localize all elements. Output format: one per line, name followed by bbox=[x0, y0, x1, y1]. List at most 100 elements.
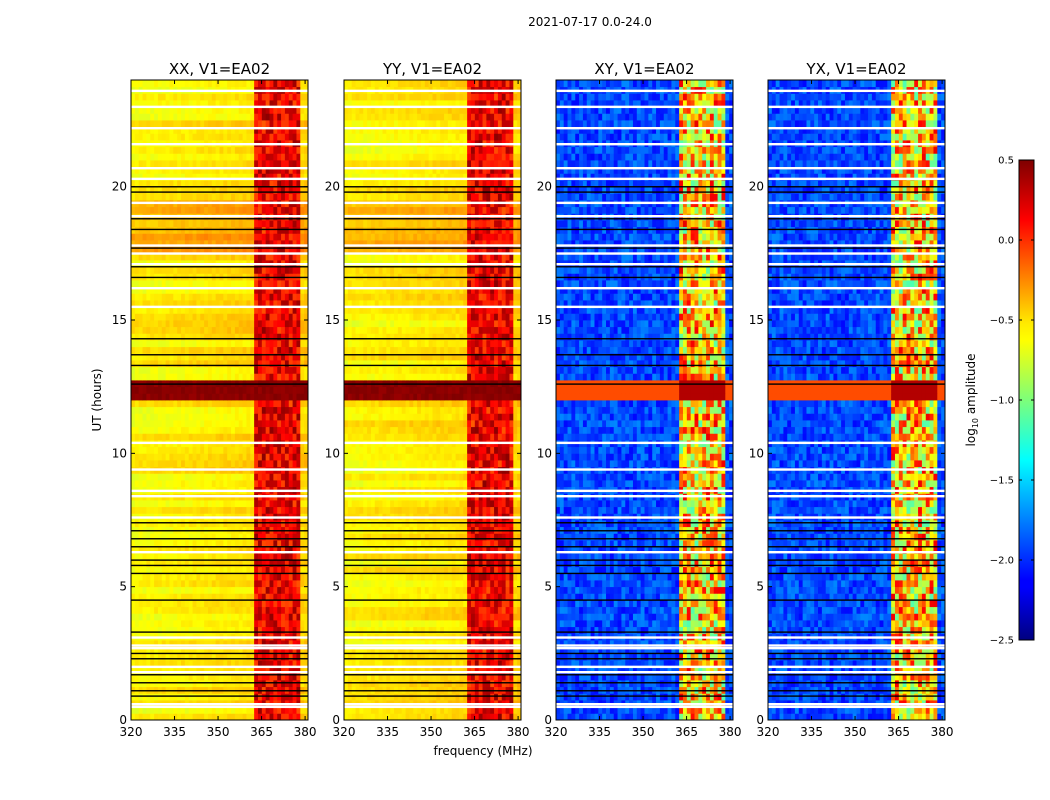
heatmap-cell bbox=[254, 433, 258, 440]
heatmap-cell bbox=[146, 367, 150, 374]
heatmap-cell bbox=[146, 413, 150, 420]
heatmap-cell bbox=[235, 540, 239, 547]
heatmap-cell bbox=[293, 453, 297, 460]
heatmap-cell bbox=[154, 327, 158, 334]
heatmap-cell bbox=[250, 507, 254, 514]
heatmap-cell bbox=[250, 313, 254, 320]
heatmap-cell bbox=[220, 320, 224, 327]
heatmap-cell bbox=[285, 460, 289, 467]
heatmap-cell bbox=[258, 607, 262, 614]
heatmap-cell bbox=[169, 473, 173, 480]
heatmap-cell bbox=[266, 613, 270, 620]
heatmap-cell bbox=[169, 593, 173, 600]
heatmap-cell bbox=[181, 373, 185, 380]
heatmap-cell bbox=[223, 600, 227, 607]
heatmap-cell bbox=[250, 540, 254, 547]
heatmap-cell bbox=[193, 593, 197, 600]
heatmap-cell bbox=[204, 340, 208, 347]
heatmap-cell bbox=[204, 480, 208, 487]
heatmap-cell bbox=[216, 420, 220, 427]
heatmap-cell bbox=[158, 400, 162, 407]
heatmap-cell bbox=[300, 420, 304, 427]
heatmap-cell bbox=[139, 587, 143, 594]
heatmap-cell bbox=[139, 373, 143, 380]
heatmap-cell bbox=[281, 600, 285, 607]
heatmap-cell bbox=[200, 620, 204, 627]
heatmap-cell bbox=[281, 540, 285, 547]
heatmap-cell bbox=[135, 520, 139, 527]
heatmap-cell bbox=[162, 387, 166, 394]
heatmap-cell bbox=[154, 387, 158, 394]
heatmap-cell bbox=[220, 347, 224, 354]
heatmap-cell bbox=[169, 620, 173, 627]
heatmap-cell bbox=[150, 400, 154, 407]
heatmap-cell bbox=[173, 600, 177, 607]
heatmap-cell bbox=[196, 453, 200, 460]
heatmap-cell bbox=[181, 680, 185, 687]
heatmap-cell bbox=[135, 713, 139, 720]
heatmap-cell bbox=[185, 473, 189, 480]
heatmap-cell bbox=[289, 413, 293, 420]
heatmap-cell bbox=[281, 320, 285, 327]
heatmap-cell bbox=[231, 460, 235, 467]
heatmap-cell bbox=[300, 593, 304, 600]
heatmap-cell bbox=[181, 507, 185, 514]
heatmap-cell bbox=[189, 420, 193, 427]
heatmap-cell bbox=[273, 573, 277, 580]
heatmap-cell bbox=[177, 393, 181, 400]
heatmap-cell bbox=[193, 587, 197, 594]
heatmap-cell bbox=[296, 620, 300, 627]
heatmap-cell bbox=[143, 587, 147, 594]
heatmap-cell bbox=[208, 480, 212, 487]
heatmap-cell bbox=[270, 393, 274, 400]
heatmap-cell bbox=[173, 507, 177, 514]
heatmap-cell bbox=[150, 607, 154, 614]
heatmap-cell bbox=[254, 573, 258, 580]
heatmap-cell bbox=[162, 453, 166, 460]
heatmap-cell bbox=[223, 713, 227, 720]
heatmap-cell bbox=[181, 320, 185, 327]
heatmap-cell bbox=[277, 327, 281, 334]
heatmap-cell bbox=[231, 320, 235, 327]
heatmap-cell bbox=[146, 573, 150, 580]
heatmap-cell bbox=[258, 447, 262, 454]
heatmap-cell bbox=[146, 427, 150, 434]
heatmap-cell bbox=[166, 507, 170, 514]
heatmap-cell bbox=[273, 400, 277, 407]
heatmap-cell bbox=[266, 573, 270, 580]
heatmap-cell bbox=[158, 713, 162, 720]
heatmap-cell bbox=[181, 327, 185, 334]
heatmap-cell bbox=[254, 413, 258, 420]
heatmap-cell bbox=[296, 347, 300, 354]
heatmap-cell bbox=[289, 593, 293, 600]
heatmap-cell bbox=[162, 567, 166, 574]
heatmap-cell bbox=[254, 600, 258, 607]
heatmap-cell bbox=[262, 407, 266, 414]
heatmap-cell bbox=[254, 320, 258, 327]
heatmap-cell bbox=[208, 613, 212, 620]
heatmap-cell bbox=[185, 600, 189, 607]
heatmap-cell bbox=[300, 480, 304, 487]
heatmap-cell bbox=[239, 313, 243, 320]
heatmap-cell bbox=[185, 400, 189, 407]
heatmap-cell bbox=[277, 320, 281, 327]
heatmap-cell bbox=[196, 387, 200, 394]
heatmap-cell bbox=[212, 553, 216, 560]
heatmap-cell bbox=[273, 620, 277, 627]
heatmap-cell bbox=[193, 480, 197, 487]
heatmap-cell bbox=[204, 407, 208, 414]
heatmap-cell bbox=[258, 367, 262, 374]
heatmap-cell bbox=[162, 413, 166, 420]
heatmap-cell bbox=[285, 327, 289, 334]
heatmap-cell bbox=[250, 407, 254, 414]
heatmap-cell bbox=[296, 567, 300, 574]
heatmap-cell bbox=[150, 693, 154, 700]
heatmap-cell bbox=[243, 367, 247, 374]
heatmap-cell bbox=[135, 553, 139, 560]
heatmap-cell bbox=[166, 567, 170, 574]
heatmap-cell bbox=[169, 500, 173, 507]
heatmap-cell bbox=[270, 427, 274, 434]
heatmap-cell bbox=[220, 427, 224, 434]
heatmap-cell bbox=[212, 413, 216, 420]
heatmap-cell bbox=[243, 580, 247, 587]
